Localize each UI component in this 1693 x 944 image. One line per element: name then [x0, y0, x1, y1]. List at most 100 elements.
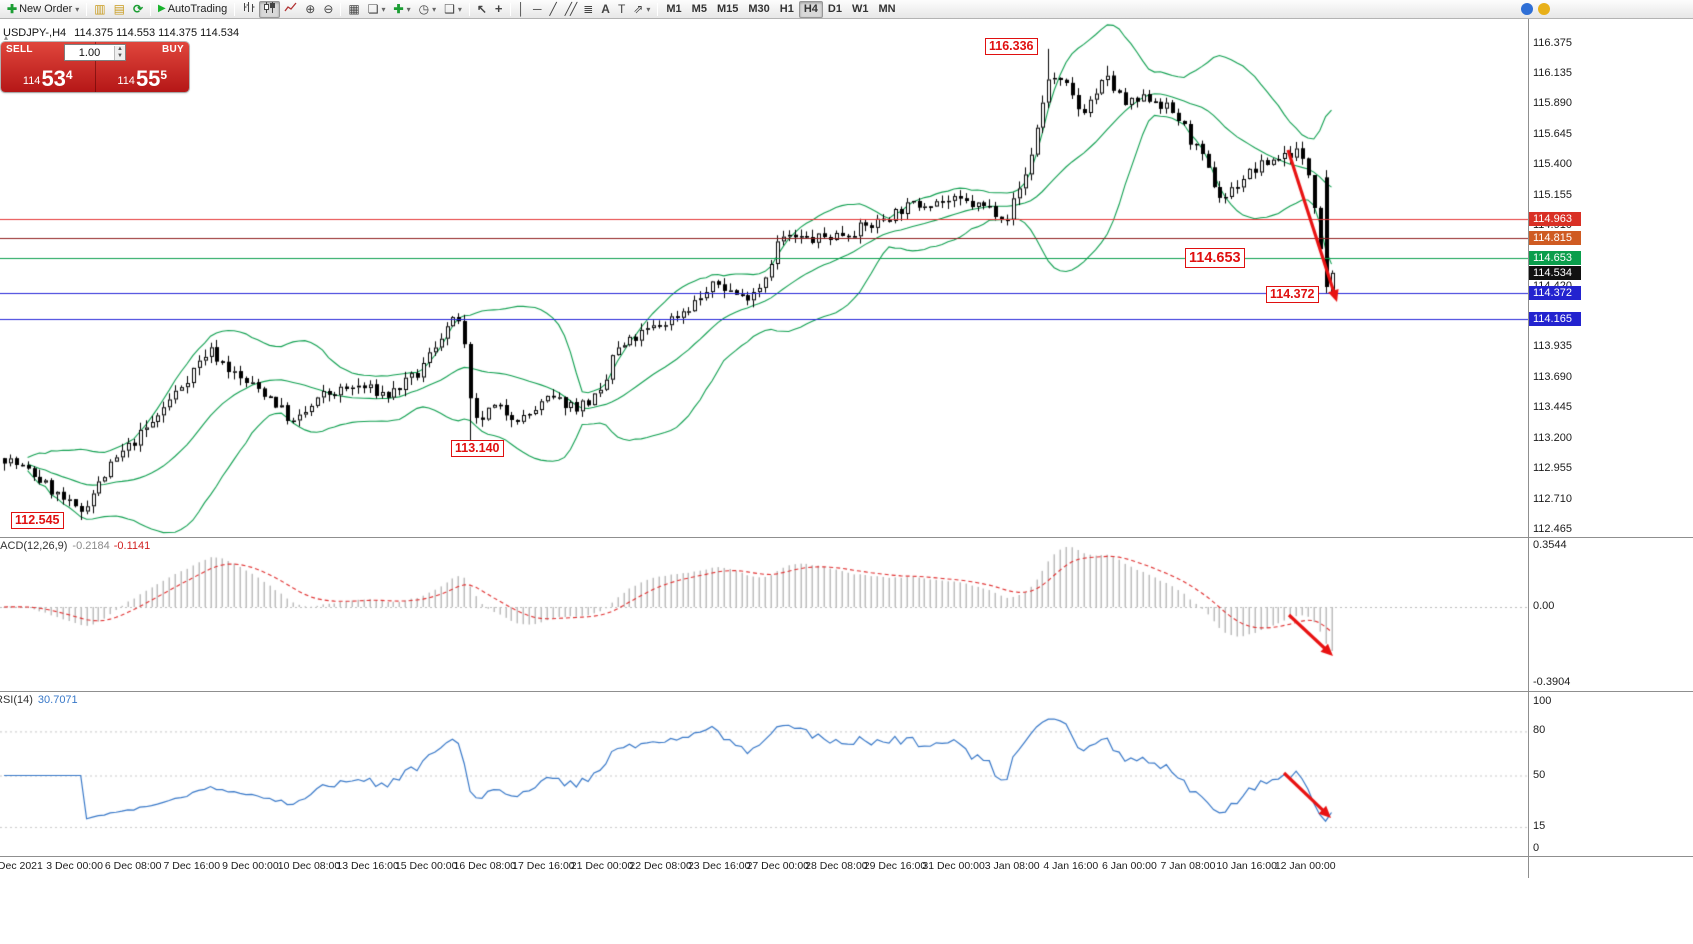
macd-canvas[interactable]: [0, 537, 1528, 691]
sell-label: SELL: [6, 44, 33, 55]
volume-up-button[interactable]: ▲: [115, 45, 125, 53]
symbol-info: USDJPY-,H4 114.375 114.553 114.375 114.53…: [3, 27, 239, 39]
refresh-icon: ⟳: [132, 2, 144, 16]
time-axis-label: 12 Jan 00:00: [1274, 860, 1336, 872]
trendline-button[interactable]: ╱: [546, 1, 561, 18]
chevron-down-icon: ▾: [381, 4, 386, 14]
charts-button[interactable]: ▥: [90, 1, 109, 18]
time-axis-label: 7 Dec 16:00: [163, 860, 221, 872]
timeframe-m5-button[interactable]: M5: [691, 3, 707, 15]
timeframe-w1-button[interactable]: W1: [851, 3, 869, 15]
refresh-button[interactable]: ⟳: [129, 1, 147, 18]
price-axis-label: 113.935: [1533, 340, 1572, 352]
price-axis-label: 112.955: [1533, 462, 1572, 474]
timeframe-h1-button[interactable]: H1: [779, 3, 794, 15]
volume-down-button[interactable]: ▼: [115, 52, 125, 60]
price-annotation[interactable]: 112.545: [11, 512, 64, 529]
rsi-canvas[interactable]: [0, 691, 1528, 856]
price-axis-label: 115.155: [1533, 189, 1572, 201]
time-axis-label: 28 Dec 08:00: [805, 860, 868, 872]
text-label-icon: T: [617, 2, 626, 16]
rsi-title: RSI(14): [0, 694, 33, 706]
price-axis-label: 115.645: [1533, 128, 1572, 140]
price-annotation[interactable]: 114.653: [1185, 248, 1245, 268]
notification-icon[interactable]: [1521, 3, 1533, 15]
fibonacci-button[interactable]: ≣: [579, 1, 597, 18]
price-annotation[interactable]: 116.336: [985, 38, 1038, 55]
zoom-out-button[interactable]: ⊖: [319, 1, 337, 18]
timeframe-mn-button[interactable]: MN: [878, 3, 896, 15]
macd-main-value: -0.2184: [72, 540, 110, 552]
toolbar-separator: [657, 2, 659, 16]
indicators-button[interactable]: ✚ ▾: [390, 1, 415, 18]
periods-button[interactable]: ◷ ▾: [415, 1, 441, 18]
price-axis-label: 113.690: [1533, 371, 1572, 383]
cascade-windows-button[interactable]: ❏ ▾: [364, 1, 390, 18]
time-axis-label: 15 Dec 00:00: [394, 860, 458, 872]
panel-separator[interactable]: [0, 691, 1693, 692]
horizontal-line-button[interactable]: ─: [529, 1, 546, 18]
buy-price-pips: 55: [135, 66, 161, 91]
macd-signal-value: -0.1141: [113, 540, 151, 552]
time-axis-label: 3 Dec 00:00: [46, 860, 103, 872]
toolbar: ✚ New Order ▾ ▥ ▤ ⟳ ▶ AutoTrading ⊕ ⊖ ▦ …: [0, 0, 1693, 19]
text-label-button[interactable]: T: [614, 1, 629, 18]
price-axis-label: 116.135: [1533, 67, 1572, 79]
toolbar-separator: [509, 2, 511, 16]
timeframe-m15-button[interactable]: M15: [716, 3, 739, 15]
candlestick-button[interactable]: [259, 0, 281, 18]
toolbar-separator: [340, 2, 342, 16]
volume-value: 1.00: [78, 46, 101, 59]
autotrading-button[interactable]: ▶ AutoTrading: [154, 1, 231, 18]
time-axis-label: 17 Dec 16:00: [512, 860, 575, 872]
rsi-value: 30.7071: [37, 694, 78, 706]
sell-price: 114 53 4: [1, 68, 95, 90]
cursor-button[interactable]: ↖: [473, 1, 491, 18]
bar-chart-button[interactable]: [238, 1, 259, 18]
price-axis-label: 115.400: [1533, 158, 1572, 170]
arrows-button[interactable]: ⇗ ▾: [629, 1, 654, 18]
zoom-in-button[interactable]: ⊕: [301, 1, 319, 18]
channel-button[interactable]: ╱╱: [561, 1, 579, 18]
vertical-line-button[interactable]: │: [514, 1, 530, 18]
template-icon: ❑: [444, 2, 455, 16]
plus-icon: ✚: [7, 2, 18, 16]
sell-price-int: 114: [22, 75, 41, 87]
timeframe-d1-button[interactable]: D1: [827, 3, 842, 15]
price-annotation[interactable]: 113.140: [451, 440, 504, 457]
volume-input[interactable]: 1.00 ▲ ▼: [64, 44, 126, 61]
timeframe-h4-button[interactable]: H4: [798, 0, 823, 18]
fibonacci-icon: ≣: [583, 2, 594, 16]
chevron-down-icon: ▾: [75, 4, 80, 14]
tile-windows-button[interactable]: ▦: [344, 1, 363, 18]
bar-chart-icon: [242, 1, 255, 17]
profiles-icon: ▤: [113, 2, 125, 16]
timeframe-m1-button[interactable]: M1: [666, 3, 682, 15]
autotrading-label: AutoTrading: [167, 3, 228, 15]
trendline-icon: ╱: [549, 2, 557, 16]
profiles-button[interactable]: ▤: [110, 1, 129, 18]
crosshair-button[interactable]: +: [491, 1, 507, 18]
sell-button[interactable]: SELL 114 53 4: [1, 42, 96, 92]
sell-price-pips: 53: [41, 66, 66, 91]
timeframe-m30-button[interactable]: M30: [748, 3, 770, 15]
line-chart-button[interactable]: [280, 1, 301, 18]
main-chart-canvas[interactable]: [0, 19, 1528, 537]
new-order-button[interactable]: ✚ New Order ▾: [3, 1, 83, 18]
price-axis-border: [1528, 19, 1529, 878]
symbol-timeframe-label: USDJPY-,H4: [3, 27, 67, 39]
account-icon[interactable]: [1538, 3, 1550, 15]
one-click-collapse-icon[interactable]: ▴: [4, 33, 9, 42]
templates-button[interactable]: ❑ ▾: [440, 1, 466, 18]
time-axis[interactable]: [0, 856, 1693, 878]
text-button[interactable]: A: [597, 1, 614, 18]
panel-separator[interactable]: [0, 537, 1693, 538]
price-axis-label: 112.710: [1533, 493, 1572, 505]
rsi-scale-label: 15: [1533, 820, 1546, 832]
price-axis-label: 112.465: [1533, 523, 1572, 535]
buy-price-int: 114: [117, 75, 135, 87]
price-annotation[interactable]: 114.372: [1266, 286, 1319, 303]
